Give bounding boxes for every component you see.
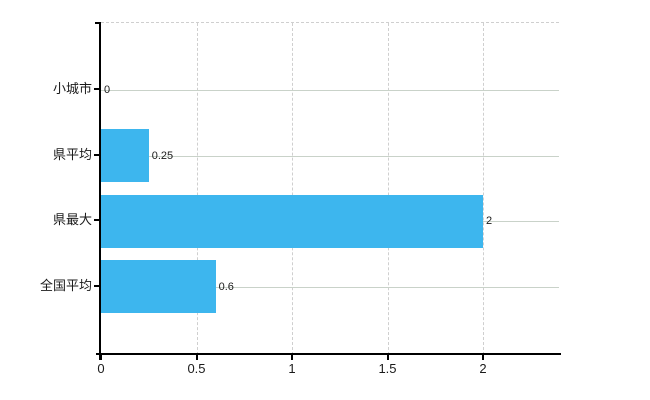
bar-県平均	[101, 129, 149, 182]
category-tick	[94, 219, 100, 221]
bar-value-label: 0	[104, 84, 111, 96]
bar-全国平均	[101, 260, 216, 313]
vertical-gridline	[387, 23, 389, 355]
y-axis-end-tick	[95, 22, 100, 24]
x-axis-tick	[482, 355, 484, 360]
vertical-gridline	[196, 23, 198, 355]
bar-value-label: 0.6	[218, 280, 234, 293]
vertical-gridline	[483, 23, 484, 355]
category-tick	[94, 153, 100, 156]
horizontal-gridline	[101, 155, 559, 157]
plot-area: 0 0.25 2 0.6	[101, 22, 559, 355]
x-axis-tick-label: 0	[97, 361, 105, 376]
x-axis-tick-label: 0.5	[187, 361, 206, 376]
x-axis-line	[96, 353, 561, 355]
y-axis-line	[99, 22, 101, 360]
category-tick	[94, 284, 100, 287]
category-label-県平均: 県平均	[52, 146, 92, 162]
x-axis-tick	[195, 355, 198, 360]
bar-value-label: 0.25	[151, 149, 174, 162]
category-label-県最大: 県最大	[52, 212, 92, 227]
category-label-小城市: 小城市	[52, 81, 92, 96]
bar-value-label: 2	[486, 215, 493, 227]
horizontal-gridline	[101, 286, 559, 288]
category-tick	[94, 88, 100, 90]
vertical-gridline	[292, 23, 293, 355]
horizontal-gridline	[101, 90, 559, 91]
category-label-全国平均: 全国平均	[39, 277, 92, 293]
x-axis-tick-label: 2	[479, 361, 487, 376]
bar-県最大	[101, 194, 483, 248]
x-axis-tick-label: 1	[288, 361, 296, 376]
x-axis-tick	[386, 355, 389, 360]
x-axis-tick-label: 1.5	[378, 361, 397, 376]
x-axis-tick	[100, 355, 102, 360]
x-axis-tick	[291, 355, 293, 360]
